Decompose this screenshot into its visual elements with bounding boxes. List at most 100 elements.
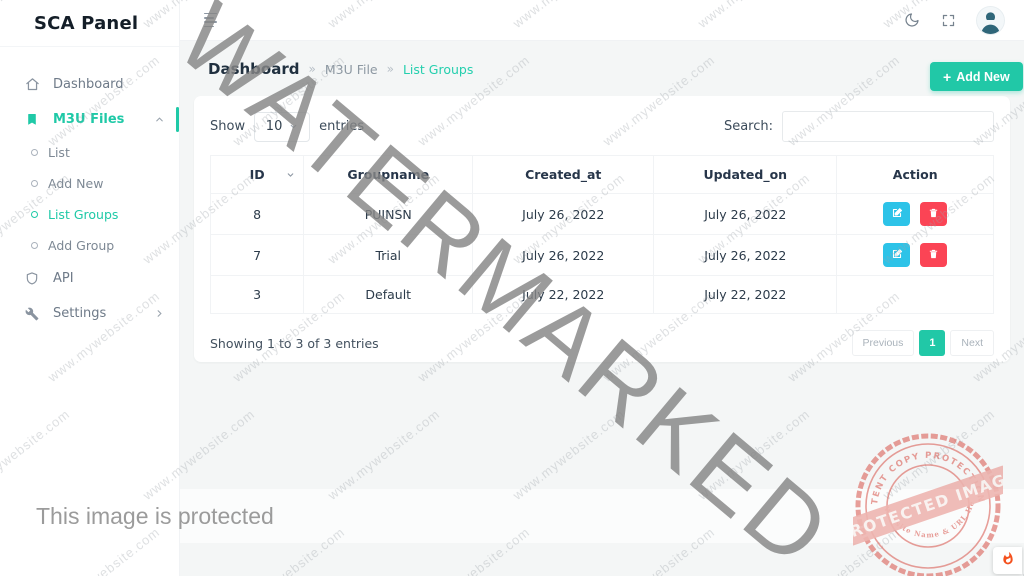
cell-actions <box>836 234 994 276</box>
active-indicator-bar <box>176 107 179 132</box>
table-header-row: ID Groupname Created_at Updated_on Actio… <box>209 155 994 194</box>
cell-id: 3 <box>209 275 305 314</box>
sidebar-subitem-list-groups[interactable]: List Groups <box>0 199 179 230</box>
user-avatar[interactable] <box>977 6 1004 34</box>
sidebar-subitem-add-new[interactable]: Add New <box>0 168 179 199</box>
page-number-button[interactable]: 1 <box>919 330 946 356</box>
cell-groupname: Default <box>303 275 474 314</box>
cell-updated-on: July 22, 2022 <box>653 275 838 314</box>
protected-notice: This image is protected <box>36 503 274 529</box>
brand-title: SCA Panel <box>0 0 179 47</box>
list-groups-card: Show 10 entries Search: ID <box>194 96 1010 362</box>
bullet-icon <box>31 211 38 218</box>
edit-button[interactable] <box>883 243 911 267</box>
column-header-action[interactable]: Action <box>836 155 994 194</box>
add-new-button[interactable]: + Add New <box>930 62 1023 91</box>
sort-icon <box>286 170 295 179</box>
moon-icon[interactable] <box>904 12 920 28</box>
sidebar-item-label: Dashboard <box>53 77 124 92</box>
column-header-groupname[interactable]: Groupname <box>303 155 474 194</box>
sidebar-subitem-label: List <box>48 145 70 160</box>
breadcrumb-separator: » <box>308 62 316 76</box>
page-size-select[interactable]: 10 <box>254 111 311 142</box>
previous-page-button[interactable]: Previous <box>851 330 915 356</box>
wrench-icon <box>25 307 41 321</box>
cell-created-at: July 26, 2022 <box>472 193 655 235</box>
cell-updated-on: July 26, 2022 <box>653 193 838 235</box>
sidebar-subitem-add-group[interactable]: Add Group <box>0 230 179 261</box>
breadcrumb-dashboard[interactable]: Dashboard <box>208 60 300 78</box>
sidebar-subitem-list[interactable]: List <box>0 137 179 168</box>
entries-label: entries <box>319 119 365 134</box>
bullet-icon <box>31 242 38 249</box>
protected-stamp-icon: WP CONTENT COPY PROTECTION PLUGIN My Web… <box>853 431 1003 576</box>
sidebar-item-label: M3U Files <box>53 112 125 127</box>
sidebar-item-m3u-files[interactable]: M3U Files <box>0 102 179 137</box>
delete-button[interactable] <box>920 243 948 267</box>
cell-id: 7 <box>209 234 305 276</box>
chevron-down-icon <box>289 122 298 131</box>
cell-id: 8 <box>209 193 305 235</box>
sidebar-item-api[interactable]: API <box>0 261 179 296</box>
topbar-actions <box>904 6 1004 34</box>
column-header-id[interactable]: ID <box>209 155 305 194</box>
plus-icon: + <box>943 68 952 85</box>
cell-created-at: July 22, 2022 <box>472 275 655 314</box>
column-header-updated-on[interactable]: Updated_on <box>653 155 838 194</box>
entries-summary: Showing 1 to 3 of 3 entries <box>210 335 379 351</box>
edit-button[interactable] <box>883 202 911 226</box>
page-size-control: Show 10 entries <box>210 111 365 142</box>
chevron-right-icon <box>154 308 165 319</box>
table-footer: Showing 1 to 3 of 3 entries Previous 1 N… <box>210 330 994 356</box>
trash-icon <box>928 248 939 263</box>
cell-created-at: July 26, 2022 <box>472 234 655 276</box>
breadcrumb: Dashboard » M3U File » List Groups <box>208 60 473 78</box>
search-input[interactable] <box>782 111 994 142</box>
sidebar-item-label: Settings <box>53 306 107 321</box>
fullscreen-icon[interactable] <box>941 13 956 28</box>
sidebar-subitem-label: Add Group <box>48 238 115 253</box>
sidebar-item-label: API <box>53 271 74 286</box>
menu-icon[interactable] <box>200 9 221 32</box>
bullet-icon <box>31 180 38 187</box>
show-label: Show <box>210 119 246 134</box>
trash-icon <box>928 207 939 222</box>
breadcrumb-separator: » <box>386 62 394 76</box>
table-toolbar: Show 10 entries Search: <box>210 111 994 142</box>
sidebar-nav: Dashboard M3U Files List Add New <box>0 47 179 331</box>
pagination: Previous 1 Next <box>851 330 994 356</box>
cell-groupname: PUINSN <box>303 193 474 235</box>
add-new-label: Add New <box>956 69 1010 84</box>
edit-icon <box>891 248 903 263</box>
table-row: 8 PUINSN July 26, 2022 July 26, 2022 <box>209 193 994 235</box>
breadcrumb-m3u-file[interactable]: M3U File <box>324 61 378 77</box>
search-control: Search: <box>724 111 994 142</box>
sidebar-item-dashboard[interactable]: Dashboard <box>0 67 179 102</box>
sidebar-subitem-label: List Groups <box>48 207 119 222</box>
flame-icon <box>1001 551 1015 570</box>
protection-plugin-badge[interactable] <box>993 547 1022 574</box>
bookmark-icon <box>25 112 41 127</box>
next-page-button[interactable]: Next <box>950 330 994 356</box>
cell-actions <box>836 193 994 235</box>
table-row: 3 Default July 22, 2022 July 22, 2022 <box>209 275 994 314</box>
bullet-icon <box>31 149 38 156</box>
topbar <box>180 0 1024 41</box>
page-size-value: 10 <box>265 119 283 134</box>
cell-updated-on: July 26, 2022 <box>653 234 838 276</box>
search-label: Search: <box>723 119 773 134</box>
cell-groupname: Trial <box>303 234 474 276</box>
edit-icon <box>891 207 903 222</box>
sidebar: SCA Panel Dashboard M3U Files L <box>0 0 180 576</box>
groups-table: ID Groupname Created_at Updated_on Actio… <box>209 155 994 314</box>
table-row: 7 Trial July 26, 2022 July 26, 2022 <box>209 234 994 276</box>
chevron-up-icon <box>154 114 165 125</box>
sidebar-item-settings[interactable]: Settings <box>0 296 179 331</box>
column-header-created-at[interactable]: Created_at <box>472 155 655 194</box>
sidebar-subitem-label: Add New <box>48 176 104 191</box>
shield-icon <box>25 271 41 286</box>
breadcrumb-current: List Groups <box>402 61 474 77</box>
home-icon <box>25 77 41 92</box>
delete-button[interactable] <box>920 202 948 226</box>
